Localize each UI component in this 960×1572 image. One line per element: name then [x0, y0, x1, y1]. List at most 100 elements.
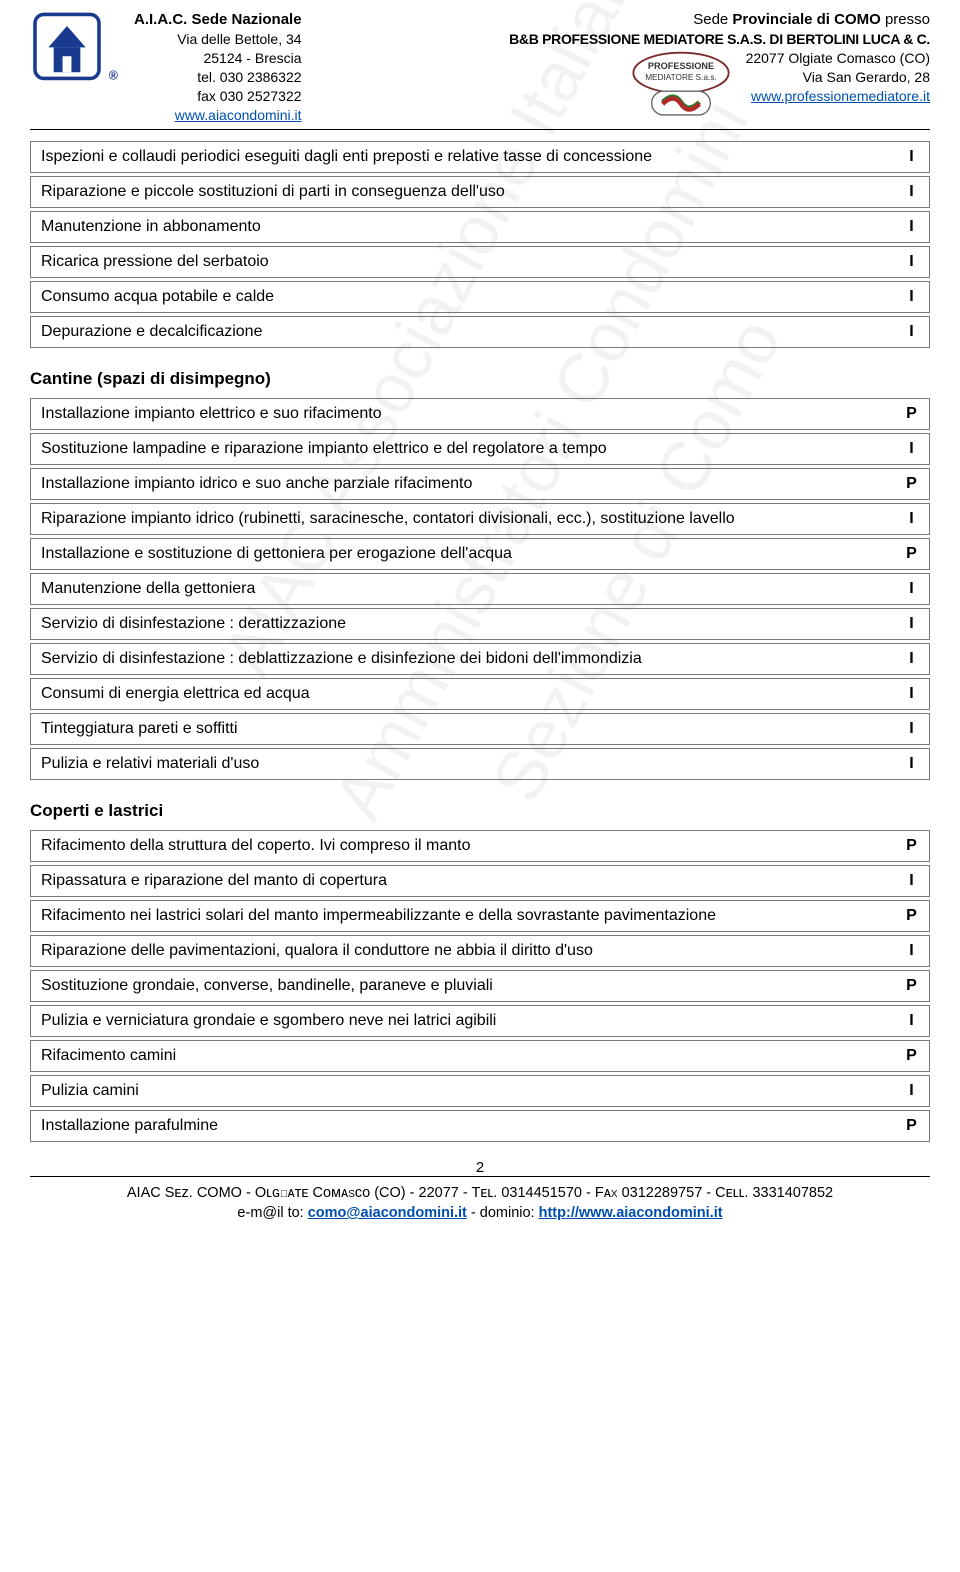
page-footer: AIAC Sᴇᴢ. COMO - Oʟɢɪᴀᴛᴇ Cᴏᴍᴀsᴄᴏ (CO) - … — [30, 1176, 930, 1224]
table-row: Servizio di disinfestazione : derattizza… — [30, 608, 930, 640]
table-row: Pulizia e verniciatura grondaie e sgombe… — [30, 1005, 930, 1037]
table-row: Riparazione delle pavimentazioni, qualor… — [30, 935, 930, 967]
row-code: I — [894, 433, 930, 465]
mediatore-url-link[interactable]: www.professionemediatore.it — [751, 88, 930, 104]
row-code: I — [894, 608, 930, 640]
section: Cantine (spazi di disimpegno) Installazio… — [30, 369, 930, 783]
table-row: Rifacimento nei lastrici solari del mant… — [30, 900, 930, 932]
table-row: Tinteggiatura pareti e soffittiI — [30, 713, 930, 745]
table-row: Depurazione e decalcificazioneI — [30, 316, 930, 348]
row-description: Riparazione impianto idrico (rubinetti, … — [30, 503, 894, 535]
aiac-url-link[interactable]: www.aiacondomini.it — [175, 107, 302, 123]
table-row: Installazione parafulmineP — [30, 1110, 930, 1142]
row-code: I — [894, 1075, 930, 1107]
table-row: Servizio di disinfestazione : deblattizz… — [30, 643, 930, 675]
page-number: 2 — [30, 1159, 930, 1176]
row-code: I — [894, 316, 930, 348]
row-code: P — [894, 1110, 930, 1142]
row-description: Riparazione delle pavimentazioni, qualor… — [30, 935, 894, 967]
section-table: Rifacimento della struttura del coperto.… — [30, 827, 930, 1145]
row-description: Rifacimento della struttura del coperto.… — [30, 830, 894, 862]
row-code: I — [894, 935, 930, 967]
row-code: I — [894, 573, 930, 605]
table-row: Sostituzione lampadine e riparazione imp… — [30, 433, 930, 465]
row-code: I — [894, 748, 930, 780]
row-description: Manutenzione in abbonamento — [30, 211, 894, 243]
table-row: Pulizia e relativi materiali d'usoI — [30, 748, 930, 780]
row-description: Pulizia camini — [30, 1075, 894, 1107]
table-row: Manutenzione della gettonieraI — [30, 573, 930, 605]
address-left: A.I.A.C. Sede Nazionale Via delle Bettol… — [134, 10, 302, 125]
row-description: Rifacimento camini — [30, 1040, 894, 1072]
row-description: Installazione parafulmine — [30, 1110, 894, 1142]
row-description: Consumo acqua potabile e calde — [30, 281, 894, 313]
table-row: Ispezioni e collaudi periodici eseguiti … — [30, 141, 930, 173]
row-code: I — [894, 281, 930, 313]
row-code: P — [894, 900, 930, 932]
table-row: Manutenzione in abbonamentoI — [30, 211, 930, 243]
row-description: Ispezioni e collaudi periodici eseguiti … — [30, 141, 894, 173]
row-description: Manutenzione della gettoniera — [30, 573, 894, 605]
row-code: P — [894, 538, 930, 570]
row-code: I — [894, 678, 930, 710]
row-code: I — [894, 643, 930, 675]
section-table: Ispezioni e collaudi periodici eseguiti … — [30, 138, 930, 351]
section-title: Cantine (spazi di disimpegno) — [30, 369, 930, 389]
row-description: Ripassatura e riparazione del manto di c… — [30, 865, 894, 897]
row-code: I — [894, 246, 930, 278]
table-row: Consumo acqua potabile e caldeI — [30, 281, 930, 313]
table-row: Sostituzione grondaie, converse, bandine… — [30, 970, 930, 1002]
table-row: Ricarica pressione del serbatoioI — [30, 246, 930, 278]
row-code: I — [894, 1005, 930, 1037]
row-description: Installazione e sostituzione di gettonie… — [30, 538, 894, 570]
table-row: Ripassatura e riparazione del manto di c… — [30, 865, 930, 897]
row-description: Depurazione e decalcificazione — [30, 316, 894, 348]
table-row: Consumi di energia elettrica ed acquaI — [30, 678, 930, 710]
page-header: ® A.I.A.C. Sede Nazionale Via delle Bett… — [30, 0, 930, 130]
row-description: Riparazione e piccole sostituzioni di pa… — [30, 176, 894, 208]
row-code: I — [894, 211, 930, 243]
row-code: P — [894, 398, 930, 430]
row-code: I — [894, 865, 930, 897]
table-row: Rifacimento caminiP — [30, 1040, 930, 1072]
row-description: Sostituzione lampadine e riparazione imp… — [30, 433, 894, 465]
row-code: I — [894, 503, 930, 535]
table-row: Riparazione e piccole sostituzioni di pa… — [30, 176, 930, 208]
section: Ispezioni e collaudi periodici eseguiti … — [30, 138, 930, 351]
row-code: P — [894, 970, 930, 1002]
section-table: Installazione impianto elettrico e suo r… — [30, 395, 930, 783]
row-description: Installazione impianto idrico e suo anch… — [30, 468, 894, 500]
table-row: Installazione e sostituzione di gettonie… — [30, 538, 930, 570]
svg-text:PROFESSIONE: PROFESSIONE — [648, 61, 714, 71]
table-row: Pulizia caminiI — [30, 1075, 930, 1107]
footer-domain-link[interactable]: http://www.aiacondomini.it — [539, 1205, 723, 1221]
row-code: I — [894, 713, 930, 745]
aiac-logo: ® — [30, 10, 120, 90]
row-code: P — [894, 1040, 930, 1072]
row-code: P — [894, 830, 930, 862]
address-right: Sede Provinciale di COMO presso B&B PROF… — [509, 10, 930, 119]
table-row: Installazione impianto elettrico e suo r… — [30, 398, 930, 430]
row-description: Pulizia e verniciatura grondaie e sgombe… — [30, 1005, 894, 1037]
row-description: Ricarica pressione del serbatoio — [30, 246, 894, 278]
row-code: I — [894, 141, 930, 173]
row-description: Pulizia e relativi materiali d'uso — [30, 748, 894, 780]
mediatore-badge: PROFESSIONE MEDIATORE S.a.s. — [626, 49, 736, 119]
row-code: I — [894, 176, 930, 208]
svg-text:®: ® — [109, 68, 118, 82]
row-description: Servizio di disinfestazione : derattizza… — [30, 608, 894, 640]
svg-text:MEDIATORE S.a.s.: MEDIATORE S.a.s. — [645, 73, 717, 82]
row-code: P — [894, 468, 930, 500]
table-row: Installazione impianto idrico e suo anch… — [30, 468, 930, 500]
section-title: Coperti e lastrici — [30, 801, 930, 821]
org-name: A.I.A.C. Sede Nazionale — [134, 10, 302, 30]
row-description: Tinteggiatura pareti e soffitti — [30, 713, 894, 745]
table-row: Rifacimento della struttura del coperto.… — [30, 830, 930, 862]
row-description: Rifacimento nei lastrici solari del mant… — [30, 900, 894, 932]
row-description: Consumi di energia elettrica ed acqua — [30, 678, 894, 710]
row-description: Installazione impianto elettrico e suo r… — [30, 398, 894, 430]
row-description: Sostituzione grondaie, converse, bandine… — [30, 970, 894, 1002]
row-description: Servizio di disinfestazione : deblattizz… — [30, 643, 894, 675]
section: Coperti e lastrici Rifacimento della stru… — [30, 801, 930, 1145]
footer-email-link[interactable]: como@aiacondomini.it — [308, 1205, 467, 1221]
